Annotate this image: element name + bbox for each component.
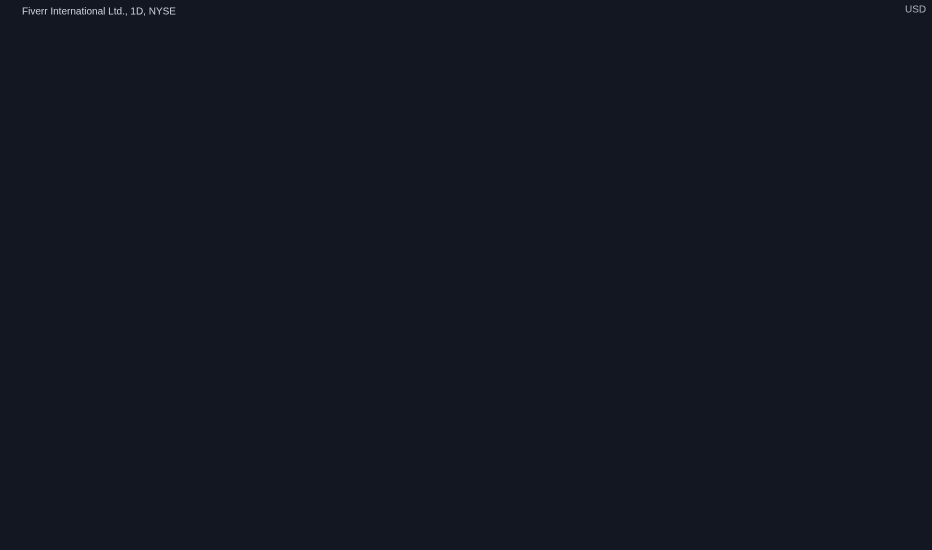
chart-title: Fiverr International Ltd., 1D, NYSE bbox=[22, 7, 176, 18]
currency-label: USD bbox=[905, 5, 926, 16]
